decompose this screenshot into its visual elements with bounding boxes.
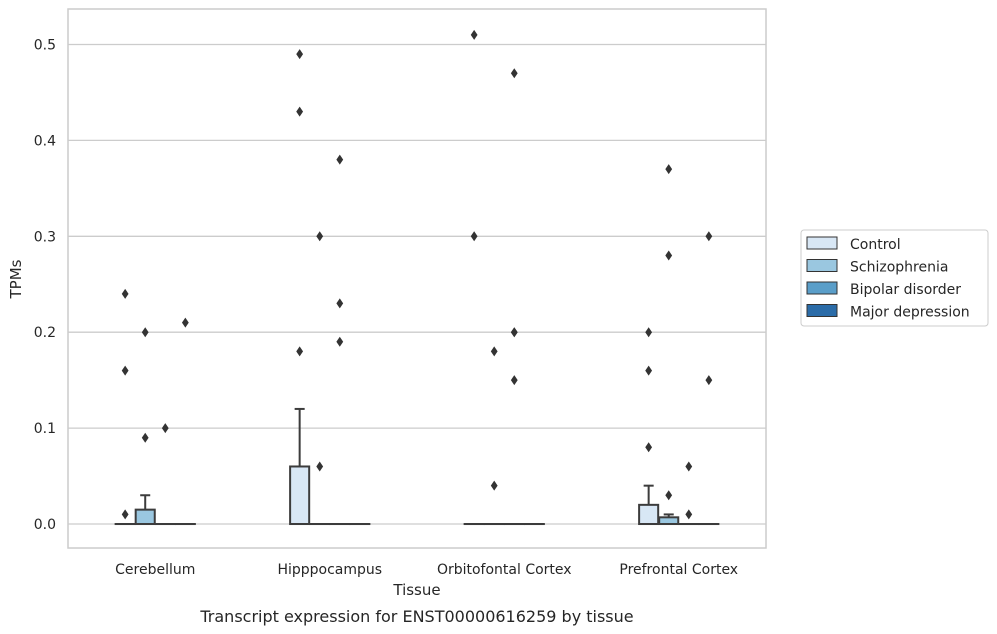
plot-area-frame xyxy=(67,8,767,549)
legend-swatch xyxy=(806,259,838,272)
outlier-point xyxy=(685,461,693,472)
outlier-point xyxy=(316,231,324,242)
outlier-point xyxy=(645,442,653,453)
y-axis-ticks: 0.0 0.1 0.2 0.3 0.4 0.5 xyxy=(34,37,56,533)
outlier-point xyxy=(510,327,518,338)
outlier-point xyxy=(121,288,129,299)
x-tick-label: Prefrontal Cortex xyxy=(619,562,738,578)
legend-label: Bipolar disorder xyxy=(850,282,961,298)
outlier-point xyxy=(645,365,653,376)
outlier-point xyxy=(665,490,673,501)
box-schizophrenia xyxy=(134,494,156,526)
x-tick-label: Hipppocampus xyxy=(277,562,382,578)
box-body xyxy=(289,465,311,526)
outlier-point xyxy=(121,365,129,376)
outlier-point xyxy=(705,231,713,242)
outlier-point xyxy=(141,432,149,443)
y-axis-label: TPMs xyxy=(7,259,25,299)
chart-caption: Transcript expression for ENST0000061625… xyxy=(199,607,633,626)
x-axis-label: Tissue xyxy=(392,581,440,599)
legend-label: Major depression xyxy=(850,305,970,321)
outlier-point xyxy=(705,375,713,386)
outlier-point xyxy=(645,327,653,338)
box-body xyxy=(134,508,156,526)
outlier-point xyxy=(181,317,189,328)
x-axis-ticks: Cerebellum Hipppocampus Orbitofontal Corte… xyxy=(115,562,738,578)
outlier-point xyxy=(510,375,518,386)
legend-label: Control xyxy=(850,237,901,253)
box-schizophrenia xyxy=(658,513,680,526)
outlier-point xyxy=(296,49,304,60)
outlier-point xyxy=(665,250,673,261)
outlier-point xyxy=(510,68,518,79)
legend-swatch xyxy=(806,236,838,250)
outlier-point xyxy=(121,509,129,520)
legend-swatch xyxy=(806,281,838,295)
legend-label: Schizophrenia xyxy=(850,260,948,276)
outlier-points xyxy=(121,29,713,520)
outlier-point xyxy=(685,509,693,520)
box-control xyxy=(289,407,311,526)
y-tick-label: 0.3 xyxy=(34,229,56,245)
box-body xyxy=(638,503,660,526)
outlier-point xyxy=(470,231,478,242)
legend-frame xyxy=(800,229,989,327)
outlier-point xyxy=(336,154,344,165)
legend-swatch xyxy=(806,304,838,317)
legend: Control Schizophrenia Bipolar disorder Majo… xyxy=(800,229,989,327)
grid-lines xyxy=(68,43,766,525)
x-tick-label: Orbitofontal Cortex xyxy=(437,562,572,578)
y-tick-label: 0.0 xyxy=(34,517,56,533)
y-tick-label: 0.5 xyxy=(34,37,56,53)
y-tick-label: 0.2 xyxy=(34,325,56,341)
boxes xyxy=(114,407,720,526)
box-body xyxy=(658,516,680,526)
outlier-point xyxy=(336,336,344,347)
outlier-point xyxy=(296,106,304,117)
outlier-point xyxy=(336,298,344,309)
box-control xyxy=(638,484,660,526)
outlier-point xyxy=(141,327,149,338)
outlier-point xyxy=(665,164,673,175)
outlier-point xyxy=(470,29,478,40)
outlier-point xyxy=(490,480,498,491)
outlier-point xyxy=(296,346,304,357)
outlier-point xyxy=(161,423,169,434)
y-tick-label: 0.1 xyxy=(34,421,56,437)
outlier-point xyxy=(316,461,324,472)
outlier-point xyxy=(490,346,498,357)
y-tick-label: 0.4 xyxy=(34,133,56,149)
x-tick-label: Cerebellum xyxy=(115,562,195,578)
